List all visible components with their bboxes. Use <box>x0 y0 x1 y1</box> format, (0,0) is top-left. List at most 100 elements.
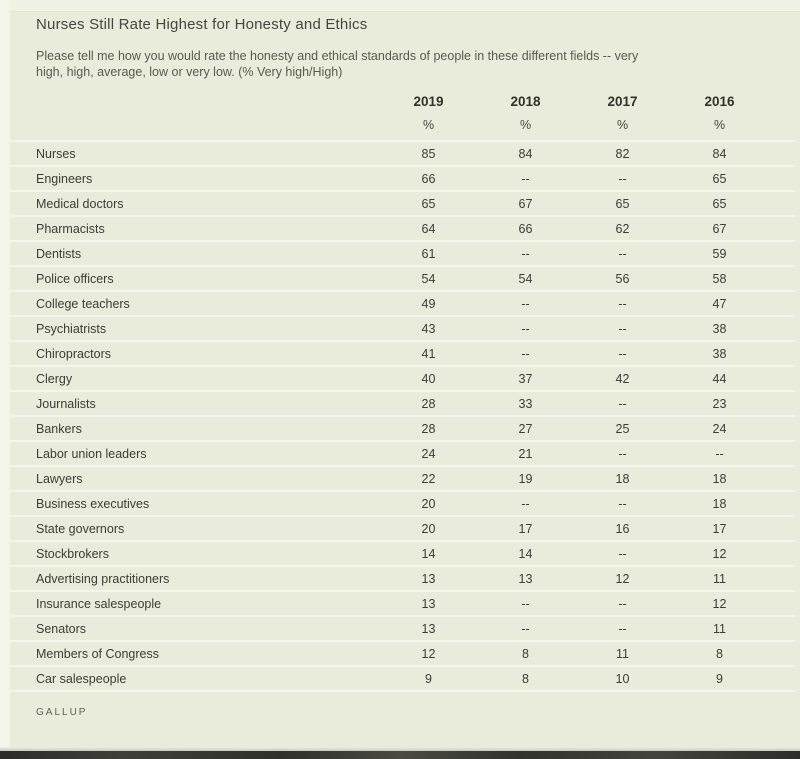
value-cell: 56 <box>615 271 630 286</box>
value-cell: 62 <box>615 221 630 236</box>
value-cell: -- <box>521 621 530 636</box>
value-cell: 67 <box>712 221 727 236</box>
table-row: Dentists 61 -- -- 59 <box>10 240 795 265</box>
value-cell: -- <box>521 171 530 186</box>
profession-label: College teachers <box>36 296 130 311</box>
value-cell: 28 <box>421 396 436 411</box>
value-cell: 42 <box>615 371 630 386</box>
table-row: Pharmacists 64 66 62 67 <box>10 215 795 240</box>
value-cell: 38 <box>712 346 727 361</box>
table-row: Journalists 28 33 -- 23 <box>10 390 795 415</box>
table-header-years: 2019 2018 2017 2016 <box>380 94 768 109</box>
value-cell: -- <box>618 246 627 261</box>
value-cell: 20 <box>421 496 436 511</box>
value-cell: 22 <box>421 471 436 486</box>
profession-label: Clergy <box>36 371 73 386</box>
value-cell: 12 <box>712 596 727 611</box>
value-cell: 65 <box>615 196 630 211</box>
table-row: Business executives 20 -- -- 18 <box>10 490 795 515</box>
bottom-window-edge <box>0 751 800 759</box>
value-cell: 47 <box>712 296 727 311</box>
value-cell: -- <box>618 296 627 311</box>
value-cell: 14 <box>421 546 436 561</box>
profession-label: Senators <box>36 621 87 636</box>
value-cell: -- <box>618 346 627 361</box>
value-cell: -- <box>521 596 530 611</box>
value-cell: 54 <box>421 271 436 286</box>
table-row: State governors 20 17 16 17 <box>10 515 795 540</box>
table-row: Lawyers 22 19 18 18 <box>10 465 795 490</box>
value-cell: 8 <box>522 671 529 686</box>
value-cell: -- <box>618 396 627 411</box>
value-cell: 18 <box>615 471 630 486</box>
value-cell: -- <box>618 546 627 561</box>
profession-label: Engineers <box>36 171 93 186</box>
table-row: Members of Congress 12 8 11 8 <box>10 640 795 665</box>
table-row: Labor union leaders 24 21 -- -- <box>10 440 795 465</box>
value-cell: 17 <box>518 521 533 536</box>
value-cell: -- <box>715 446 724 461</box>
ratings-table: Nurses 85 84 82 84 Engineers 66 -- -- 65 Medical d… <box>10 140 795 692</box>
source-label: GALLUP <box>36 707 88 718</box>
value-cell: -- <box>521 496 530 511</box>
profession-label: Medical doctors <box>36 196 124 211</box>
value-cell: 13 <box>518 571 533 586</box>
profession-label: Police officers <box>36 271 114 286</box>
table-row: Advertising practitioners 13 13 12 11 <box>10 565 795 590</box>
value-cell: 82 <box>615 146 630 161</box>
value-cell: 12 <box>712 546 727 561</box>
table-row: Car salespeople 9 8 10 9 <box>10 665 795 690</box>
subtitle-line-1: Please tell me how you would rate the ho… <box>36 49 639 63</box>
value-cell: 58 <box>712 271 727 286</box>
value-cell: 41 <box>421 346 436 361</box>
value-cell: 65 <box>712 171 727 186</box>
percent-unit-label: % <box>713 118 726 132</box>
value-cell: 21 <box>518 446 533 461</box>
table-row: Chiropractors 41 -- -- 38 <box>10 340 795 365</box>
profession-label: Insurance salespeople <box>36 596 162 611</box>
value-cell: 38 <box>712 321 727 336</box>
bottom-divider-line <box>0 747 800 751</box>
value-cell: 19 <box>518 471 533 486</box>
value-cell: 18 <box>712 496 727 511</box>
value-cell: 54 <box>518 271 533 286</box>
value-cell: 28 <box>421 421 436 436</box>
year-column-header: 2016 <box>704 94 735 109</box>
value-cell: 16 <box>615 521 630 536</box>
value-cell: -- <box>618 446 627 461</box>
year-column-header: 2018 <box>510 94 541 109</box>
value-cell: -- <box>521 246 530 261</box>
table-row: College teachers 49 -- -- 47 <box>10 290 795 315</box>
value-cell: 11 <box>713 571 726 586</box>
value-cell: 67 <box>518 196 533 211</box>
value-cell: 10 <box>615 671 630 686</box>
value-cell: 65 <box>712 196 727 211</box>
year-column-header: 2019 <box>413 94 444 109</box>
value-cell: -- <box>618 321 627 336</box>
value-cell: 24 <box>712 421 727 436</box>
table-row: Medical doctors 65 67 65 65 <box>10 190 795 215</box>
profession-label: Nurses <box>36 146 76 161</box>
value-cell: -- <box>618 171 627 186</box>
table-row: Police officers 54 54 56 58 <box>10 265 795 290</box>
value-cell: 9 <box>425 671 432 686</box>
page-left-margin <box>0 0 10 748</box>
profession-label: Members of Congress <box>36 646 159 661</box>
value-cell: 13 <box>421 596 436 611</box>
value-cell: 23 <box>712 396 727 411</box>
value-cell: 84 <box>518 146 533 161</box>
value-cell: 8 <box>716 646 723 661</box>
profession-label: Journalists <box>36 396 96 411</box>
value-cell: 11 <box>713 621 726 636</box>
value-cell: 49 <box>421 296 436 311</box>
value-cell: 44 <box>712 371 727 386</box>
percent-unit-label: % <box>616 118 629 132</box>
value-cell: 9 <box>716 671 723 686</box>
table-row: Clergy 40 37 42 44 <box>10 365 795 390</box>
value-cell: -- <box>618 621 627 636</box>
value-cell: 66 <box>421 171 436 186</box>
value-cell: 14 <box>518 546 533 561</box>
table-row: Bankers 28 27 25 24 <box>10 415 795 440</box>
value-cell: 59 <box>712 246 727 261</box>
table-row: Stockbrokers 14 14 -- 12 <box>10 540 795 565</box>
